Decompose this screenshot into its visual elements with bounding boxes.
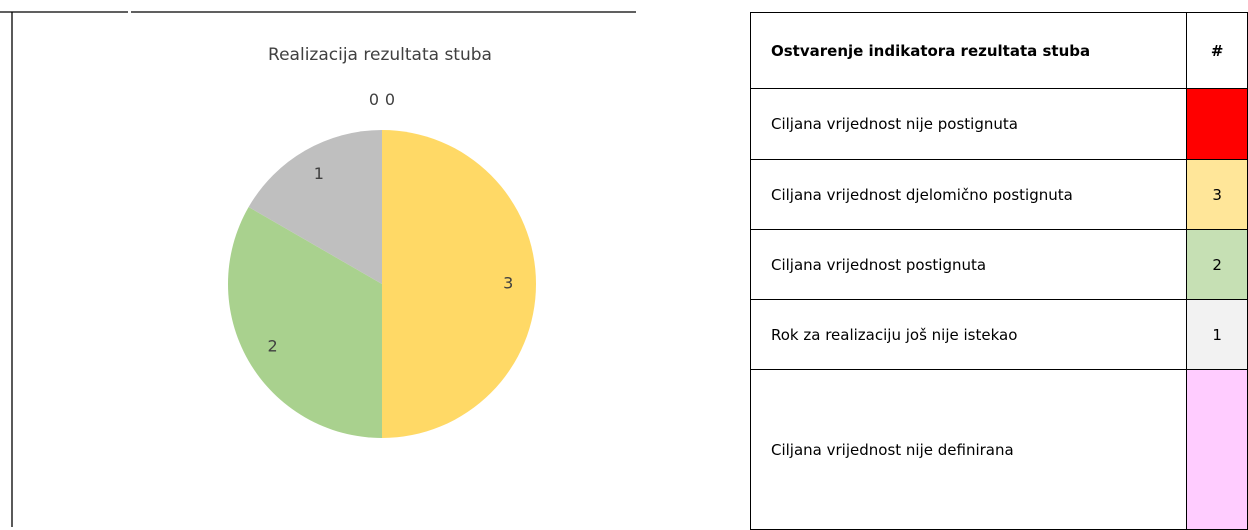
header-cell: Ostvarenje indikatora rezultata stuba (749, 12, 1188, 89)
row-count (1186, 88, 1248, 160)
row-label: Rok za realizaciju još nije istekao (749, 299, 1188, 370)
legend-table: Ostvarenje indikatora rezultata stuba # … (749, 12, 1248, 530)
data-label: 3 (503, 274, 513, 293)
row-count (1186, 369, 1248, 530)
data-label: 0 (385, 90, 395, 109)
pie-slice (248, 130, 382, 284)
header-cell: # (1186, 12, 1248, 89)
data-label: 0 (369, 90, 379, 109)
table-row: Ciljana vrijednost nije definirana (749, 369, 1248, 530)
row-label: Ciljana vrijednost nije definirana (749, 369, 1188, 530)
table-row: Ciljana vrijednost postignuta 2 (749, 229, 1248, 300)
pie-slice (382, 130, 536, 438)
row-label: Ciljana vrijednost postignuta (749, 229, 1188, 300)
chart: Realizacija rezultata stuba 0 3 2 1 0 (0, 11, 636, 527)
table-row: Ciljana vrijednost djelomično postignuta… (749, 159, 1248, 230)
data-label: 2 (268, 337, 278, 356)
chart-title: Realizacija rezultata stuba (268, 45, 492, 65)
row-label: Ciljana vrijednost nije postignuta (749, 88, 1188, 160)
row-count: 3 (1186, 159, 1248, 230)
table-row: Rok za realizaciju još nije istekao 1 (749, 299, 1248, 370)
pie-slice (227, 207, 382, 438)
row-count: 2 (1186, 229, 1248, 300)
table-row: Ciljana vrijednost nije postignuta (749, 88, 1248, 160)
data-label: 1 (314, 164, 324, 183)
row-label: Ciljana vrijednost djelomično postignuta (749, 159, 1188, 230)
header-row: Ostvarenje indikatora rezultata stuba # (749, 12, 1248, 89)
row-count: 1 (1186, 299, 1248, 370)
